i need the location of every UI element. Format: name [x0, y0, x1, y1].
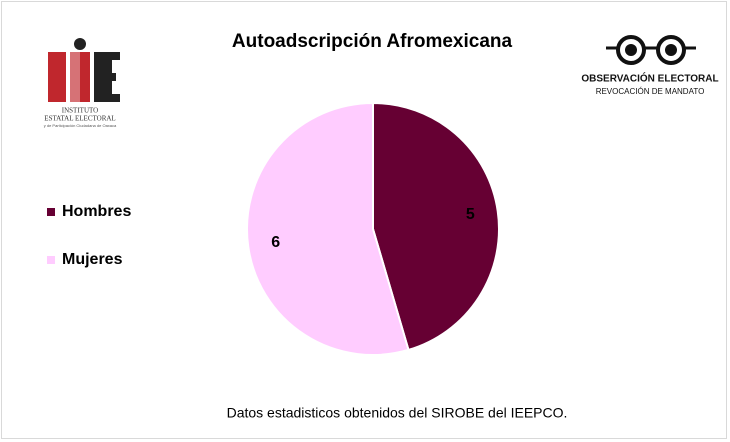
logo-text: OBSERVACIÓN ELECTORAL — [581, 72, 718, 85]
logo-text: y de Participación Ciudadana de Oaxaca — [44, 123, 117, 128]
legend-label: Hombres — [62, 203, 131, 220]
right-logo: OBSERVACIÓN ELECTORAL REVOCACIÓN DE MAND… — [581, 35, 719, 96]
logo-text: INSTITUTO — [62, 107, 98, 115]
data-label: 5 — [466, 206, 475, 223]
pie-slice — [372, 101, 500, 352]
logo-text: ESTATAL ELECTORAL — [44, 115, 115, 123]
legend-label: Mujeres — [62, 251, 123, 268]
legend-swatch — [47, 208, 55, 216]
source-note: Datos estadisticos obtenidos del SIROBE … — [227, 405, 568, 421]
logo-text: REVOCACIÓN DE MANDATO — [596, 87, 705, 96]
left-logo: INSTITUTO ESTATAL ELECTORAL y de Partici… — [44, 38, 120, 128]
chart-title: Autoadscripción Afromexicana — [232, 31, 513, 52]
legend-swatch — [47, 256, 55, 264]
pie-slice — [246, 101, 410, 356]
data-label: 6 — [271, 234, 280, 251]
